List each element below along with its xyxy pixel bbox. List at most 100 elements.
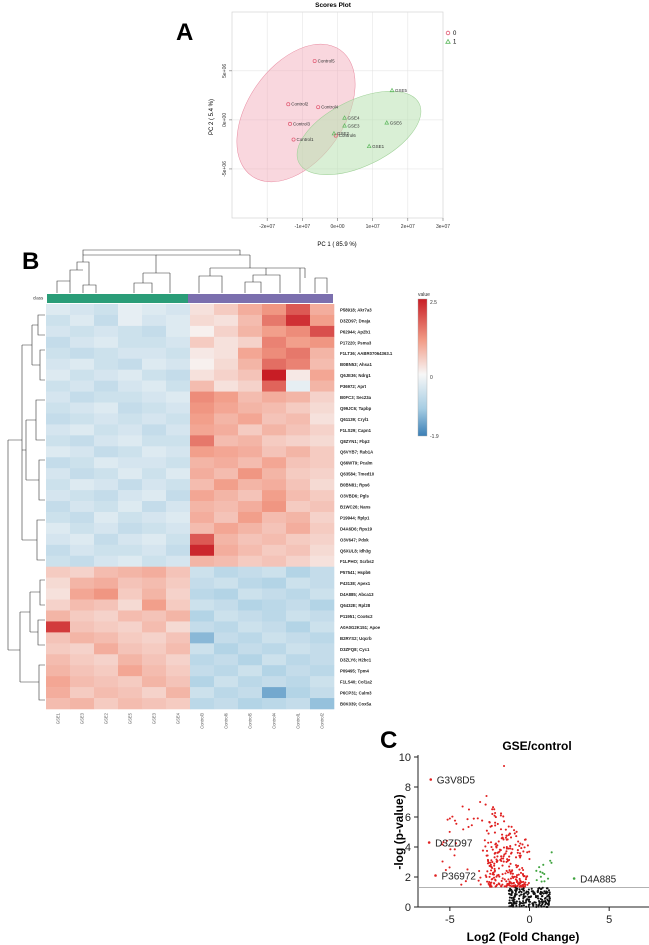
- volcano-point: [526, 844, 529, 847]
- volcano-point: [501, 883, 504, 886]
- heatmap-cell: [70, 402, 95, 414]
- heatmap-cell: [166, 490, 191, 502]
- heatmap-cell: [310, 325, 335, 338]
- volcano-point: [511, 848, 514, 851]
- volcano-point: [520, 890, 523, 894]
- volcano-point: [515, 876, 518, 879]
- heatmap-cell: [142, 358, 167, 370]
- heatmap-cell: [46, 457, 71, 469]
- volcano-point: [548, 899, 551, 902]
- volcano-point: [537, 897, 540, 900]
- heatmap-cell: [46, 566, 71, 578]
- heatmap-cell: [70, 544, 95, 557]
- heatmap-cell: [286, 457, 311, 469]
- heatmap-col-label: GSE2: [104, 712, 109, 724]
- volcano-point: [517, 882, 520, 885]
- volcano-point: [539, 875, 542, 878]
- heatmap-cell: [190, 566, 215, 578]
- volcano-point: [518, 888, 521, 891]
- volcano-point: [487, 841, 490, 844]
- heatmap-cell: [238, 555, 263, 568]
- heatmap-cell: [46, 522, 71, 535]
- volcano-annotated-point: [427, 841, 431, 844]
- heatmap-cell: [70, 304, 95, 316]
- volcano-point: [479, 883, 482, 886]
- heatmap-cell: [286, 347, 311, 360]
- heatmap-cell: [166, 698, 191, 710]
- volcano-point: [514, 884, 517, 887]
- heatmap-cell: [310, 468, 335, 480]
- heatmap-cell: [94, 304, 119, 316]
- heatmap-cell: [310, 479, 335, 491]
- heatmap-cell: [46, 511, 71, 524]
- heatmap-cell: [70, 490, 95, 502]
- heatmap-cell: [286, 479, 311, 491]
- heatmap-cell: [286, 654, 311, 666]
- heatmap-cell: [190, 621, 215, 633]
- volcano-point: [500, 879, 503, 883]
- heatmap-cell: [310, 402, 335, 414]
- heatmap-cell: [238, 457, 263, 469]
- heatmap-cell: [166, 654, 191, 666]
- volcano-point: [504, 828, 507, 831]
- pca-point-gse1: [366, 143, 372, 149]
- volcano-point: [542, 863, 545, 866]
- heatmap-cell: [310, 698, 335, 710]
- volcano-point: [493, 808, 496, 811]
- heatmap-cell: [142, 522, 167, 535]
- panel-c: C GSE/control 0 2 4 6 8 10 -5 0 5 G3V8D5 D3ZD97 P3…: [380, 727, 649, 944]
- panel-c-y-tick-label: 8: [405, 782, 411, 794]
- heatmap-cell: [190, 588, 215, 600]
- heatmap-cell: [190, 610, 215, 622]
- volcano-point: [540, 880, 543, 883]
- heatmap-cell: [310, 555, 335, 568]
- heatmap-cell: [214, 599, 239, 611]
- volcano-point: [519, 882, 522, 885]
- heatmap-cell: [286, 380, 311, 392]
- heatmap-cell: [142, 391, 167, 403]
- heatmap-cell: [70, 446, 95, 458]
- heatmap-cell: [262, 314, 287, 327]
- heatmap-cell: [286, 610, 311, 622]
- heatmap-cell: [46, 599, 71, 611]
- heatmap-cell: [70, 610, 95, 622]
- panel-c-letter: C: [380, 727, 397, 754]
- volcano-point: [510, 896, 513, 899]
- heatmap-cell: [190, 424, 215, 436]
- volcano-point: [543, 890, 546, 893]
- volcano-point: [519, 842, 522, 845]
- heatmap-cell: [310, 347, 335, 360]
- heatmap-cell: [118, 435, 143, 447]
- heatmap-cell: [94, 599, 119, 611]
- heatmap-cell: [190, 490, 215, 502]
- heatmap-row-label: P11951; Cox6c2: [340, 614, 373, 619]
- heatmap-row-label: F1LS29; Capn1: [340, 428, 372, 433]
- heatmap-cell: [166, 511, 191, 524]
- volcano-point: [486, 880, 489, 883]
- volcano-point: [479, 800, 482, 804]
- heatmap-cell: [70, 391, 95, 403]
- heatmap-cell: [286, 632, 311, 644]
- heatmap-cell: [94, 424, 119, 436]
- heatmap-cell: [238, 610, 263, 622]
- pca-point-gse4: [342, 115, 347, 120]
- volcano-point: [491, 848, 494, 851]
- volcano-point: [500, 855, 503, 858]
- volcano-point: [491, 812, 494, 816]
- heatmap-row-label: Q99JC6; Tapbp: [340, 406, 372, 411]
- panel-a-xlabel: PC 1 ( 85.9 %): [317, 242, 356, 248]
- heatmap-cell: [94, 457, 119, 469]
- heatmap-cell: [286, 577, 311, 589]
- heatmap-cell: [262, 610, 287, 622]
- heatmap-cell: [70, 687, 95, 699]
- volcano-point: [497, 867, 501, 870]
- pca-point-gse2: [331, 130, 337, 136]
- heatmap-cell: [70, 566, 95, 578]
- heatmap-cell: [190, 380, 215, 392]
- heatmap-cells: [46, 304, 335, 710]
- heatmap-cell: [214, 314, 239, 327]
- volcano-point: [500, 857, 503, 860]
- heatmap-cell: [166, 402, 191, 414]
- heatmap-cell: [70, 336, 95, 349]
- heatmap-cell: [190, 555, 215, 568]
